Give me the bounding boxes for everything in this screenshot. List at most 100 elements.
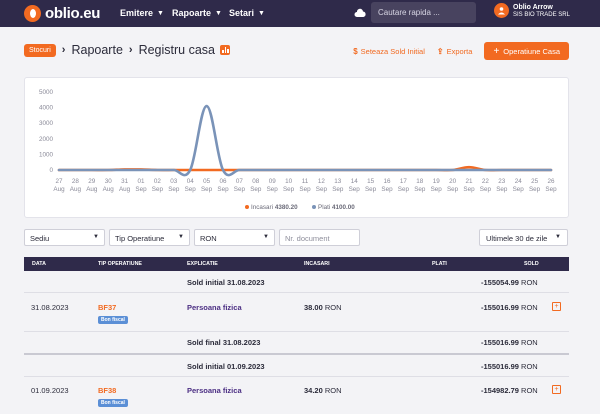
x-tick-label: 08 [252, 178, 260, 185]
chevron-down-icon: ▼ [157, 9, 164, 17]
x-tick-label: Sep [135, 186, 147, 193]
breadcrumb-stocuri[interactable]: Stocuri [24, 43, 56, 57]
x-tick-label: 18 [416, 178, 424, 185]
period-value: Ultimele 30 de zile [486, 234, 548, 243]
col-incasari[interactable]: INCASARI [304, 261, 330, 267]
x-tick-label: Sep [185, 186, 197, 193]
legend-total: 4100.00 [332, 204, 355, 211]
y-tick-label: 5000 [39, 89, 54, 96]
x-tick-label: Sep [201, 186, 213, 193]
x-tick-label: Sep [398, 186, 410, 193]
row-date: 31.08.2023 [31, 303, 69, 312]
partner-link[interactable]: Persoana fizica [187, 303, 242, 312]
x-tick-label: 20 [449, 178, 457, 185]
col-explicatie[interactable]: EXPLICATIE [187, 261, 218, 267]
cash-flow-chart: 01000200030004000500027Aug28Aug29Aug30Au… [39, 89, 557, 211]
row-sold-currency: RON [521, 386, 538, 395]
x-tick-label: 29 [88, 178, 96, 185]
row-sold: -155016.99 [481, 303, 519, 312]
user-menu[interactable]: Oblio Arrow SIS BIO TRADE SRL [494, 3, 570, 18]
x-tick-label: Sep [496, 186, 508, 193]
legend-marker [245, 205, 249, 209]
col-plati[interactable]: PLATI [432, 261, 447, 267]
sediu-select[interactable]: Sediu ▼ [24, 229, 105, 246]
document-number-input[interactable]: Nr. document [279, 229, 360, 246]
x-tick-label: Sep [267, 186, 279, 193]
x-tick-label: 13 [334, 178, 342, 185]
document-link[interactable]: BF37 [98, 303, 117, 312]
chevron-right-icon: › [128, 44, 133, 56]
document-type-badge: Bon fiscal [98, 316, 128, 324]
breadcrumb-rapoarte[interactable]: Rapoarte [71, 43, 123, 57]
logo[interactable]: oblio.eu [24, 5, 100, 22]
row-sold: -154982.79 [481, 386, 519, 395]
chevron-down-icon: ▼ [263, 234, 269, 240]
chevron-down-icon: ▼ [215, 9, 222, 17]
x-tick-label: 17 [400, 178, 408, 185]
expand-row-icon[interactable]: + [552, 302, 561, 311]
set-initial-balance-button[interactable]: $ Seteaza Sold Initial [353, 47, 425, 56]
x-tick-label: 19 [433, 178, 441, 185]
chevron-down-icon: ▼ [555, 234, 561, 240]
legend-total: 4380.20 [275, 204, 298, 211]
operation-type-select[interactable]: Tip Operatiune ▼ [109, 229, 190, 246]
row-sold-currency: RON [521, 303, 538, 312]
plus-icon: + [493, 45, 500, 57]
set-initial-label: Seteaza Sold Initial [360, 46, 425, 56]
x-tick-label: Sep [381, 186, 393, 193]
y-tick-label: 3000 [39, 120, 54, 127]
currency-select[interactable]: RON ▼ [194, 229, 275, 246]
row-date: 01.09.2023 [31, 386, 69, 395]
nav-setari[interactable]: Setari ▼ [229, 8, 265, 18]
series-line-plati [57, 104, 553, 177]
x-tick-label: 24 [515, 178, 523, 185]
row-incasari: 38.00 [304, 303, 323, 312]
period-select[interactable]: Ultimele 30 de zile ▼ [479, 229, 568, 246]
row-sold: -155054.99 [481, 278, 519, 287]
new-operation-button[interactable]: + Operatiune Casa [484, 42, 569, 60]
x-tick-label: Sep [332, 186, 344, 193]
col-tip[interactable]: TIP OPERATIUNE [98, 261, 142, 267]
x-tick-label: Aug [53, 186, 65, 193]
nav-rapoarte[interactable]: Rapoarte ▼ [172, 8, 222, 18]
x-tick-label: 30 [105, 178, 113, 185]
bar-chart-icon[interactable] [220, 45, 231, 55]
partner-link[interactable]: Persoana fizica [187, 386, 242, 395]
cloud-icon[interactable] [354, 8, 366, 18]
row-divider [24, 292, 569, 293]
chevron-down-icon: ▼ [93, 234, 99, 240]
nav-emitere[interactable]: Emitere ▼ [120, 8, 164, 18]
document-type-badge: Bon fiscal [98, 399, 128, 407]
row-label: Sold final 31.08.2023 [187, 338, 261, 347]
legend-marker [312, 205, 316, 209]
page-title: Registru casa [138, 43, 216, 57]
nav-setari-label: Setari [229, 8, 255, 18]
x-tick-label: 05 [203, 178, 211, 185]
logo-icon [24, 5, 41, 22]
col-data[interactable]: DATA [32, 261, 46, 267]
chart-card: 0 1000 2000 3000 4000 5000 27 Aug 28 Aug 29 Aug 30 Au… [24, 77, 569, 218]
document-link[interactable]: BF38 [98, 386, 117, 395]
col-sold[interactable]: SOLD [524, 261, 539, 267]
legend-label: Incasari 4380.20 [251, 204, 298, 211]
currency-value: RON [200, 234, 217, 243]
row-sold: -155016.99 [481, 362, 519, 371]
x-tick-label: Sep [234, 186, 246, 193]
user-name: Oblio Arrow [513, 3, 553, 11]
x-tick-label: Sep [463, 186, 475, 193]
logo-text: oblio.eu [45, 5, 101, 22]
x-tick-label: Sep [529, 186, 541, 193]
search-input[interactable]: Cautare rapida ... [371, 2, 476, 23]
x-tick-label: Sep [349, 186, 361, 193]
x-tick-label: Aug [103, 186, 115, 193]
x-tick-label: 23 [498, 178, 506, 185]
x-tick-label: Sep [168, 186, 180, 193]
row-incasari-currency: RON [324, 386, 342, 395]
sediu-select-value: Sediu [30, 234, 50, 243]
x-tick-label: 10 [285, 178, 293, 185]
x-tick-label: 31 [121, 178, 129, 185]
export-button[interactable]: ⇪ Exporta [437, 47, 473, 56]
expand-row-icon[interactable]: + [552, 385, 561, 394]
y-tick-label: 1000 [39, 151, 54, 158]
row-divider [24, 376, 569, 377]
